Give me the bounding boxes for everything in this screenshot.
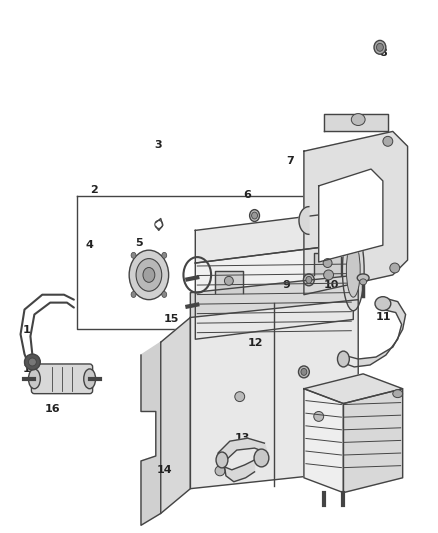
- Text: 16: 16: [45, 404, 60, 414]
- Text: 13: 13: [235, 433, 251, 443]
- Ellipse shape: [390, 263, 400, 273]
- Polygon shape: [343, 389, 403, 492]
- Ellipse shape: [337, 351, 350, 367]
- Ellipse shape: [162, 292, 167, 297]
- Polygon shape: [304, 132, 408, 295]
- Text: 8: 8: [379, 48, 387, 58]
- Polygon shape: [141, 342, 161, 526]
- Ellipse shape: [374, 41, 386, 54]
- Polygon shape: [314, 253, 342, 275]
- Polygon shape: [195, 211, 353, 263]
- Ellipse shape: [28, 369, 40, 389]
- Text: 14: 14: [157, 465, 173, 474]
- Polygon shape: [195, 243, 353, 339]
- Polygon shape: [304, 389, 343, 492]
- Ellipse shape: [251, 212, 258, 219]
- Ellipse shape: [143, 268, 155, 282]
- Text: 4: 4: [85, 240, 93, 251]
- Polygon shape: [324, 114, 388, 132]
- Text: 17: 17: [23, 365, 39, 374]
- Ellipse shape: [162, 252, 167, 259]
- Text: 12: 12: [248, 338, 264, 348]
- Polygon shape: [343, 297, 406, 367]
- Ellipse shape: [351, 114, 365, 125]
- Polygon shape: [218, 438, 267, 482]
- Ellipse shape: [224, 277, 233, 285]
- Ellipse shape: [215, 466, 225, 476]
- Text: 7: 7: [286, 156, 294, 166]
- Polygon shape: [161, 318, 191, 513]
- Ellipse shape: [250, 209, 259, 222]
- Ellipse shape: [25, 354, 40, 370]
- Ellipse shape: [129, 250, 169, 300]
- Text: 3: 3: [155, 140, 162, 150]
- Ellipse shape: [131, 252, 136, 259]
- Ellipse shape: [357, 274, 369, 282]
- Text: 9: 9: [282, 280, 290, 290]
- Ellipse shape: [314, 411, 324, 422]
- Ellipse shape: [304, 274, 314, 286]
- Polygon shape: [304, 374, 403, 403]
- Ellipse shape: [393, 390, 403, 398]
- Text: 2: 2: [90, 185, 98, 195]
- Ellipse shape: [301, 368, 307, 375]
- Polygon shape: [319, 169, 383, 262]
- Ellipse shape: [131, 292, 136, 297]
- Ellipse shape: [346, 243, 360, 297]
- Ellipse shape: [343, 229, 364, 311]
- Ellipse shape: [136, 259, 162, 291]
- Ellipse shape: [377, 43, 383, 51]
- Ellipse shape: [298, 366, 309, 378]
- Polygon shape: [299, 207, 309, 235]
- Ellipse shape: [360, 279, 367, 285]
- Ellipse shape: [383, 136, 393, 146]
- Text: 6: 6: [243, 190, 251, 200]
- Ellipse shape: [323, 259, 332, 268]
- Ellipse shape: [216, 452, 228, 468]
- Text: 5: 5: [135, 238, 143, 248]
- Ellipse shape: [306, 277, 312, 284]
- Ellipse shape: [254, 449, 269, 467]
- FancyBboxPatch shape: [32, 364, 92, 394]
- Polygon shape: [191, 300, 358, 489]
- Ellipse shape: [375, 297, 391, 311]
- Ellipse shape: [84, 369, 95, 389]
- Ellipse shape: [28, 358, 36, 366]
- Polygon shape: [191, 275, 358, 318]
- Polygon shape: [215, 271, 243, 293]
- Ellipse shape: [235, 392, 245, 401]
- Text: 1: 1: [23, 325, 30, 335]
- Text: 11: 11: [375, 312, 391, 321]
- Text: 15: 15: [164, 314, 179, 324]
- Text: 10: 10: [324, 280, 339, 290]
- Ellipse shape: [324, 270, 333, 280]
